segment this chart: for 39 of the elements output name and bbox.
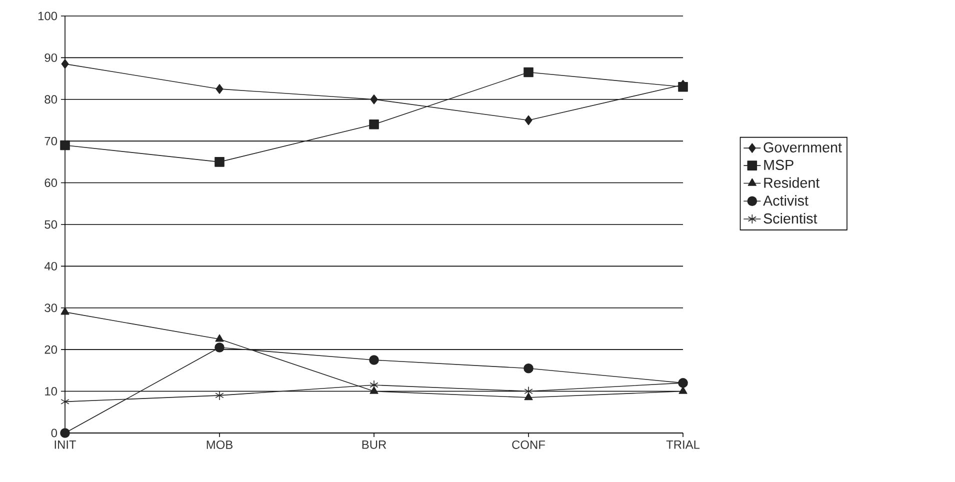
point <box>370 94 378 104</box>
point <box>60 396 70 407</box>
point <box>524 363 534 374</box>
y-tick-label: 90 <box>44 53 58 62</box>
point <box>214 157 224 167</box>
y-tick-label: 70 <box>44 136 58 146</box>
y-tick-label: 100 <box>38 12 58 20</box>
legend-label: Scientist <box>764 213 818 224</box>
point <box>215 334 224 342</box>
y-tick-label: 40 <box>44 262 58 270</box>
y-tick-label: 0 <box>51 428 58 438</box>
point <box>369 120 379 130</box>
y-tick-label: 20 <box>44 345 58 354</box>
point <box>215 390 224 400</box>
point <box>370 386 378 394</box>
y-tick-label: 50 <box>44 220 58 229</box>
legend-label: Resident <box>764 177 820 188</box>
point <box>61 59 69 69</box>
point <box>216 84 224 94</box>
legend-label: Government <box>764 142 842 152</box>
legend-label: Activist <box>763 195 808 206</box>
y-tick-label: 10 <box>45 387 58 396</box>
x-tick-label: MOB <box>206 440 232 449</box>
legend-label: MSP <box>764 160 794 170</box>
point <box>60 140 70 150</box>
y-tick-label: 60 <box>44 178 58 188</box>
x-tick-label: INIT <box>54 440 76 449</box>
point <box>214 342 224 352</box>
point <box>60 307 70 315</box>
x-tick-label: TRIAL <box>666 440 700 449</box>
point <box>524 67 534 78</box>
x-tick-label: BUR <box>362 440 386 449</box>
x-tick-label: CONF <box>512 440 545 449</box>
point <box>524 115 532 126</box>
point <box>524 392 533 400</box>
point <box>369 355 379 365</box>
point <box>60 428 70 438</box>
y-tick-label: 80 <box>44 95 58 104</box>
y-tick-label: 30 <box>44 304 58 312</box>
